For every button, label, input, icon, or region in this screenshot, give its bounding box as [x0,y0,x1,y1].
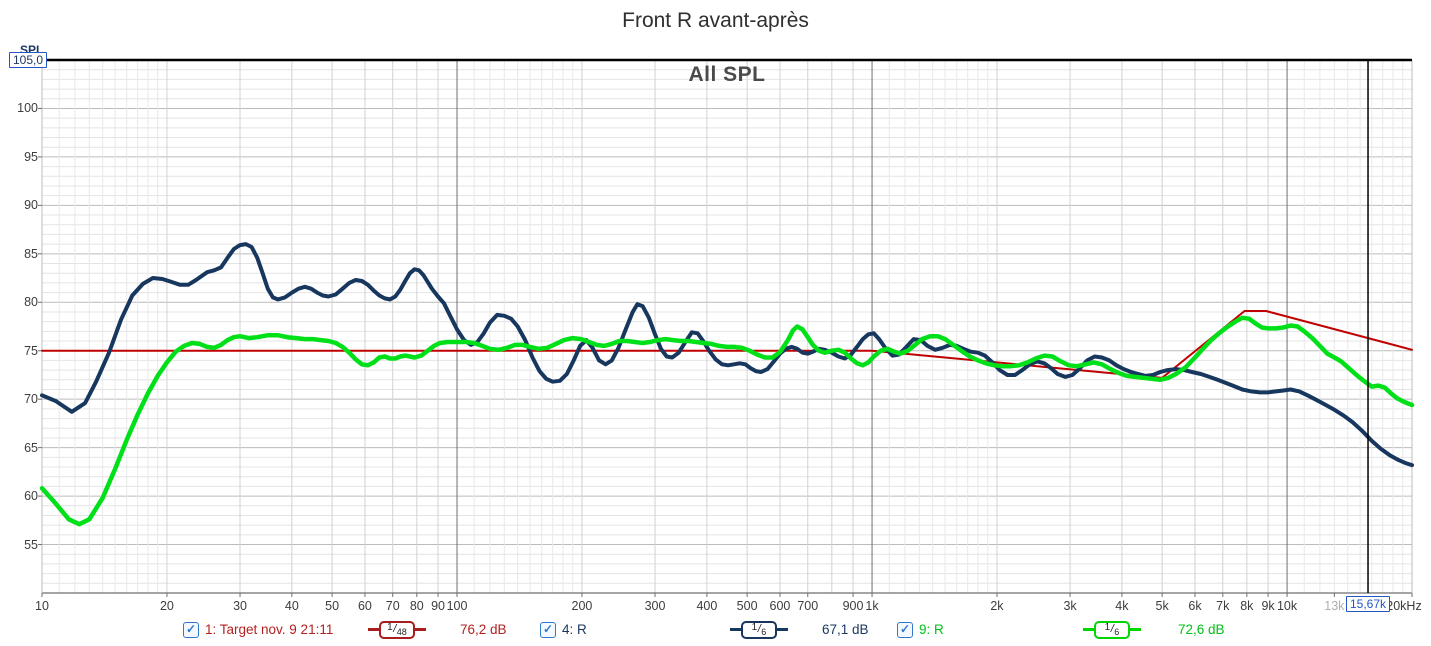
x-tick-label: 80 [409,599,424,613]
line-sample-left [368,628,379,631]
x-tick-label: 90 [431,599,445,613]
trace-1-checkbox[interactable]: ✓ [183,622,199,638]
trace-9-checkbox[interactable]: ✓ [897,622,913,638]
x-tick-label: 400 [696,599,718,613]
line-sample-right [1130,628,1141,631]
x-tick-label: 500 [736,599,758,613]
chart-title: All SPL [688,63,766,86]
x-tick-label: 70 [385,599,400,613]
trace-4-smoothing-badge: 1/6 [730,620,788,639]
line-sample-left [1083,628,1094,631]
x-tick-label: 7k [1216,599,1230,613]
y-tick-label: 70 [24,392,38,407]
y-tick-label: 100 [17,101,38,116]
x-tick-label: 9k [1261,599,1275,613]
x-tick-label: 1k [865,599,879,613]
cursor-frequency-readout: 15,67k [1346,596,1391,612]
trace-4-checkbox[interactable]: ✓ [540,622,556,638]
trace-4-label[interactable]: 4: R [562,622,587,637]
x-tick-label: 600 [769,599,791,613]
trace-1-level: 76,2 dB [460,622,507,637]
trace-9-smoothing-badge: 1/6 [1083,620,1141,639]
x-tick-label: 10 [35,599,49,613]
target-curve [41,310,1413,379]
x-tick-label: 4k [1115,599,1129,613]
trace-1-smoothing-badge: 1/48 [368,620,426,639]
x-tick-label: 13k [1324,599,1345,613]
page-title: Front R avant-après [622,9,809,32]
x-tick-label: 10k [1276,599,1298,613]
x-tick-label: 200 [571,599,593,613]
x-tick-label: 900 [842,599,864,613]
trace-9-level: 72,6 dB [1178,622,1225,637]
y-tick-label: 95 [24,149,38,164]
x-tick-label: 20kHz [1386,599,1422,613]
x-tick-label: 30 [233,599,247,613]
x-tick-label: 20 [159,599,174,613]
line-sample-right [777,628,788,631]
trace-9-label[interactable]: 9: R [919,622,944,637]
y-tick-label: 75 [24,343,38,358]
measurement-curve-green [39,315,1415,527]
grid [38,58,1415,597]
y-tick-label: 65 [24,440,38,455]
x-tick-label: 8k [1240,599,1254,613]
x-tick-label: 40 [284,599,299,613]
y-tick-label: 85 [24,246,38,261]
x-tick-label: 700 [797,599,819,613]
y-tick-label: 90 [24,198,38,213]
line-sample-left [730,628,741,631]
x-tick-label: 6k [1188,599,1202,613]
x-tick-label: 3k [1063,599,1077,613]
x-tick-label: 60 [357,599,372,613]
y-tick-label: 80 [24,295,38,310]
x-tick-label: 5k [1155,599,1169,613]
y-tick-label: 55 [24,537,38,552]
measurement-curve-blue [40,242,1414,468]
x-tick-label: 300 [644,599,666,613]
y-tick-label: 60 [24,489,38,504]
y-axis-max-input[interactable]: 105,0 [9,52,48,68]
x-tick-label: 50 [325,599,340,613]
trace-4-level: 67,1 dB [822,622,869,637]
trace-1-label[interactable]: 1: Target nov. 9 21:11 [205,622,334,637]
line-sample-right [415,628,426,631]
x-tick-label: 2k [990,599,1004,613]
x-tick-label: 100 [446,599,468,613]
